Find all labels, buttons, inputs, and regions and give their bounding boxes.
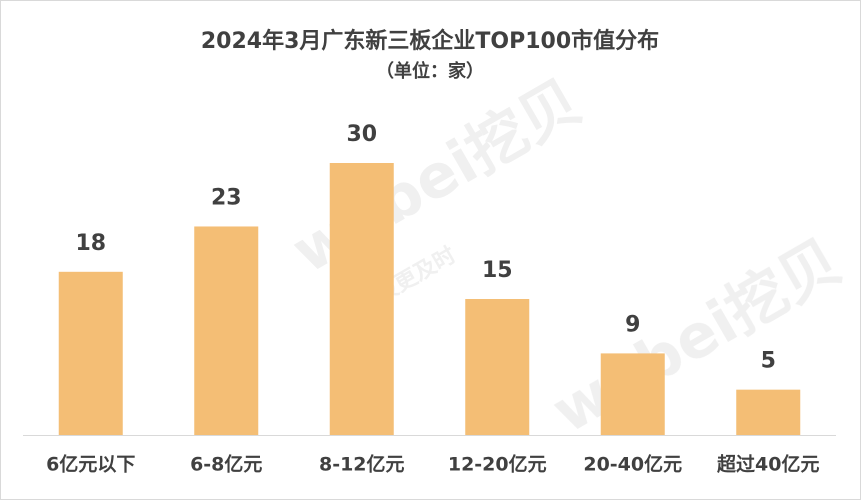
data-label: 15	[482, 258, 513, 283]
x-tick-label: 超过40亿元	[716, 453, 819, 476]
bar	[194, 226, 259, 435]
chart-subtitle: （单位：家）	[376, 60, 484, 82]
x-tick-label: 20-40亿元	[583, 453, 682, 476]
x-tick-label: 6亿元以下	[46, 453, 135, 476]
bar	[736, 389, 801, 435]
x-tick-label: 6-8亿元	[190, 453, 262, 476]
chart-title: 2024年3月广东新三板企业TOP100市值分布	[201, 28, 659, 54]
bar	[58, 271, 123, 435]
bar	[600, 353, 665, 435]
bar	[329, 163, 394, 435]
data-label: 5	[761, 349, 776, 374]
data-label: 30	[346, 122, 377, 147]
data-label: 18	[75, 231, 106, 256]
bar	[465, 299, 530, 435]
x-tick-label: 12-20亿元	[448, 453, 547, 476]
data-label: 23	[211, 185, 242, 210]
x-tick-label: 8-12亿元	[319, 453, 405, 476]
data-label: 9	[625, 312, 640, 337]
